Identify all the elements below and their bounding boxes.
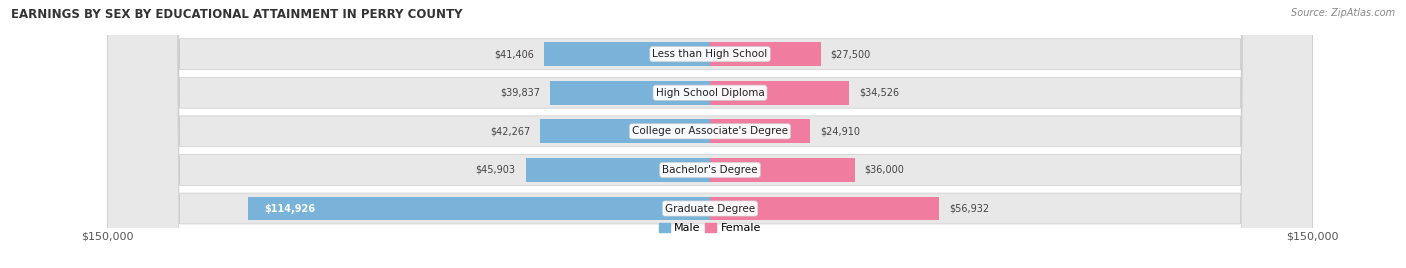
Text: High School Diploma: High School Diploma <box>655 88 765 98</box>
FancyBboxPatch shape <box>107 0 1313 268</box>
Bar <box>540 119 710 143</box>
Text: Less than High School: Less than High School <box>652 49 768 59</box>
Text: $39,837: $39,837 <box>501 88 540 98</box>
Bar <box>544 42 710 66</box>
FancyBboxPatch shape <box>107 0 1313 268</box>
Text: $45,903: $45,903 <box>475 165 516 175</box>
Bar <box>249 196 710 221</box>
Text: Graduate Degree: Graduate Degree <box>665 203 755 214</box>
Bar <box>710 196 939 221</box>
Bar <box>710 158 855 182</box>
Bar <box>710 119 810 143</box>
Text: $34,526: $34,526 <box>859 88 898 98</box>
Text: Source: ZipAtlas.com: Source: ZipAtlas.com <box>1291 8 1395 18</box>
Text: College or Associate's Degree: College or Associate's Degree <box>633 126 787 136</box>
Bar <box>526 158 710 182</box>
Text: $36,000: $36,000 <box>865 165 904 175</box>
Bar <box>710 81 849 105</box>
FancyBboxPatch shape <box>107 0 1313 268</box>
Text: $27,500: $27,500 <box>831 49 870 59</box>
Text: EARNINGS BY SEX BY EDUCATIONAL ATTAINMENT IN PERRY COUNTY: EARNINGS BY SEX BY EDUCATIONAL ATTAINMEN… <box>11 8 463 21</box>
Text: $41,406: $41,406 <box>494 49 534 59</box>
Text: $56,932: $56,932 <box>949 203 988 214</box>
FancyBboxPatch shape <box>107 0 1313 268</box>
Text: $24,910: $24,910 <box>820 126 860 136</box>
Text: Bachelor's Degree: Bachelor's Degree <box>662 165 758 175</box>
Text: $114,926: $114,926 <box>264 203 315 214</box>
Bar <box>550 81 710 105</box>
FancyBboxPatch shape <box>107 0 1313 268</box>
Bar <box>710 42 821 66</box>
Text: $42,267: $42,267 <box>489 126 530 136</box>
Legend: Male, Female: Male, Female <box>654 218 766 238</box>
